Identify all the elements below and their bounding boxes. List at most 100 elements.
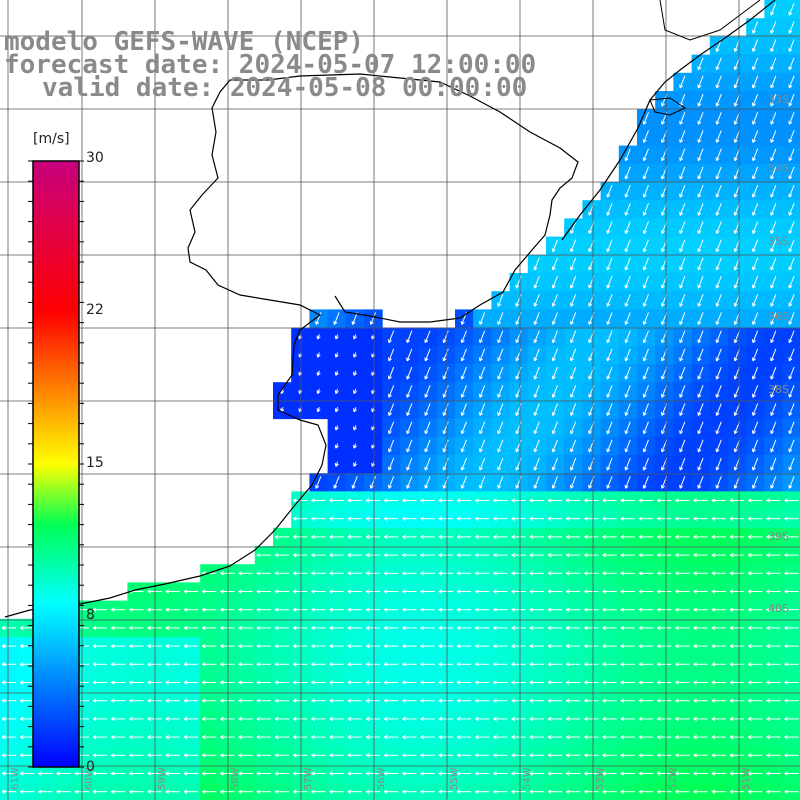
wind-arrow — [679, 148, 686, 162]
wind-arrow — [402, 698, 417, 703]
wind-arrow — [624, 294, 631, 307]
wind-arrow — [165, 625, 180, 631]
wind-arrow — [202, 716, 217, 722]
wind-arrow — [693, 643, 708, 649]
wind-arrow — [183, 734, 199, 740]
wind-arrow — [442, 457, 449, 471]
wind-arrow — [183, 607, 199, 612]
wind-arrow — [438, 571, 453, 576]
wind-arrow — [293, 571, 308, 576]
wind-arrow — [766, 680, 781, 685]
wind-arrow — [770, 203, 777, 216]
wind-arrow — [402, 571, 417, 576]
wind-arrow — [606, 184, 613, 198]
wind-arrow — [620, 771, 635, 776]
wind-arrow — [770, 312, 777, 325]
wind-arrow — [602, 753, 617, 758]
wind-arrow — [551, 366, 558, 380]
wind-arrow — [784, 516, 799, 521]
wind-arrow — [638, 534, 654, 540]
wind-arrow — [493, 734, 508, 740]
wind-arrow — [620, 534, 635, 540]
wind-arrow — [657, 789, 672, 794]
wind-arrow — [751, 348, 759, 362]
wind-arrow — [657, 662, 672, 667]
wind-arrow — [165, 716, 180, 722]
wind-arrow — [751, 75, 759, 89]
wind-arrow — [183, 771, 199, 776]
wind-arrow — [729, 534, 745, 540]
wind-arrow — [274, 771, 290, 776]
wind-arrow — [751, 457, 759, 471]
wind-arrow — [165, 734, 180, 740]
wind-arrow — [624, 330, 631, 344]
wind-arrow — [693, 607, 708, 612]
wind-arrow — [456, 625, 472, 631]
wind-arrow — [111, 771, 126, 776]
wind-arrow — [420, 625, 435, 631]
wind-arrow — [715, 148, 722, 162]
wind-arrow — [533, 348, 540, 362]
wind-arrow — [220, 771, 235, 776]
wind-arrow — [606, 330, 613, 344]
wind-arrow — [697, 166, 704, 180]
wind-arrow — [220, 789, 235, 794]
wind-arrow — [602, 589, 617, 594]
wind-arrow — [784, 571, 799, 576]
wind-arrow — [566, 552, 581, 558]
wind-arrow — [679, 366, 686, 380]
wind-arrow — [606, 239, 613, 253]
wind-arrow — [493, 680, 508, 685]
forecast-date: forecast date: 2024-05-07 12:00:00 — [4, 50, 537, 80]
wind-arrow — [766, 771, 781, 776]
wind-arrow — [547, 589, 563, 594]
wind-arrow — [657, 680, 672, 685]
wind-arrow — [129, 680, 144, 685]
wind-arrow — [547, 552, 563, 558]
wind-arrow — [529, 589, 544, 594]
wind-arrow — [642, 294, 649, 307]
wind-arrow — [729, 789, 745, 794]
wind-arrow — [679, 203, 686, 216]
wind-arrow — [751, 366, 759, 380]
wind-arrow — [406, 476, 413, 489]
wind-arrow — [620, 643, 635, 649]
wind-arrow — [620, 698, 635, 703]
lon-label: 55W — [449, 767, 460, 790]
wind-arrow — [679, 275, 686, 289]
wind-arrow — [511, 534, 526, 540]
wind-arrow — [784, 680, 799, 685]
wind-arrow — [606, 348, 613, 362]
wind-arrow — [92, 680, 108, 685]
wind-arrow — [20, 753, 35, 758]
wind-arrow — [20, 716, 35, 722]
wind-arrow — [220, 625, 235, 631]
wind-arrow — [493, 716, 508, 722]
wind-arrow — [92, 607, 108, 612]
wind-arrow — [788, 385, 795, 398]
wind-arrow — [329, 680, 344, 685]
wind-arrow — [551, 421, 558, 435]
wind-arrow — [165, 662, 180, 667]
wind-arrow — [311, 516, 326, 521]
wind-arrow — [642, 476, 649, 489]
wind-arrow — [770, 348, 777, 362]
wind-arrow — [547, 734, 563, 740]
wind-arrow — [602, 625, 617, 631]
wind-arrow — [438, 698, 453, 703]
wind-arrow — [274, 680, 290, 685]
wind-arrow — [693, 662, 708, 667]
wind-arrow — [202, 771, 217, 776]
wind-arrow — [20, 698, 35, 703]
wind-arrow — [293, 698, 308, 703]
wind-arrow — [384, 698, 399, 703]
wind-arrow — [697, 366, 704, 380]
wind-arrow — [715, 239, 722, 253]
wind-arrow — [387, 366, 395, 380]
wind-arrow — [770, 275, 777, 289]
wind-arrow — [697, 148, 704, 162]
wind-arrow — [493, 516, 508, 521]
wind-arrow — [566, 734, 581, 740]
wind-arrow — [238, 680, 253, 685]
